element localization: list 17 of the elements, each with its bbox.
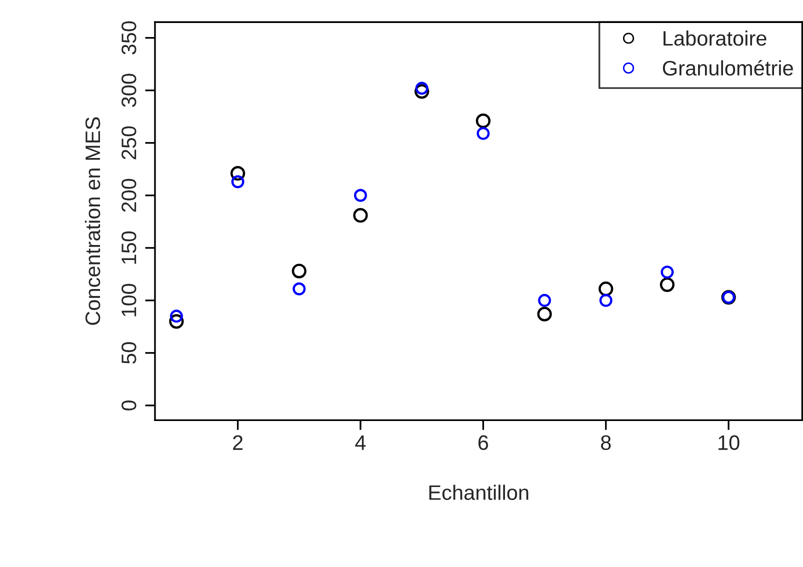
x-tick-label: 2: [233, 435, 243, 450]
legend-label: Laboratoire: [664, 30, 766, 46]
y-tick-label: 250: [122, 126, 136, 160]
y-axis-title: Concentration en MES: [84, 117, 100, 325]
x-tick-label: 8: [600, 435, 611, 450]
legend-label: Granulométrie: [662, 60, 793, 76]
y-tick-label: 200: [122, 178, 136, 212]
y-tick-label: 100: [122, 284, 136, 316]
x-axis-title: Echantillon: [429, 484, 528, 500]
y-tick-label: 350: [122, 21, 136, 54]
y-tick-label: 50: [122, 342, 136, 364]
x-tick-label: 6: [478, 435, 488, 450]
y-tick-label: 150: [122, 231, 136, 264]
y-tick-label: 300: [122, 74, 136, 107]
y-tick-label: 0: [122, 400, 136, 410]
x-tick-label: 4: [355, 435, 366, 450]
x-tick-label: 10: [718, 435, 740, 450]
